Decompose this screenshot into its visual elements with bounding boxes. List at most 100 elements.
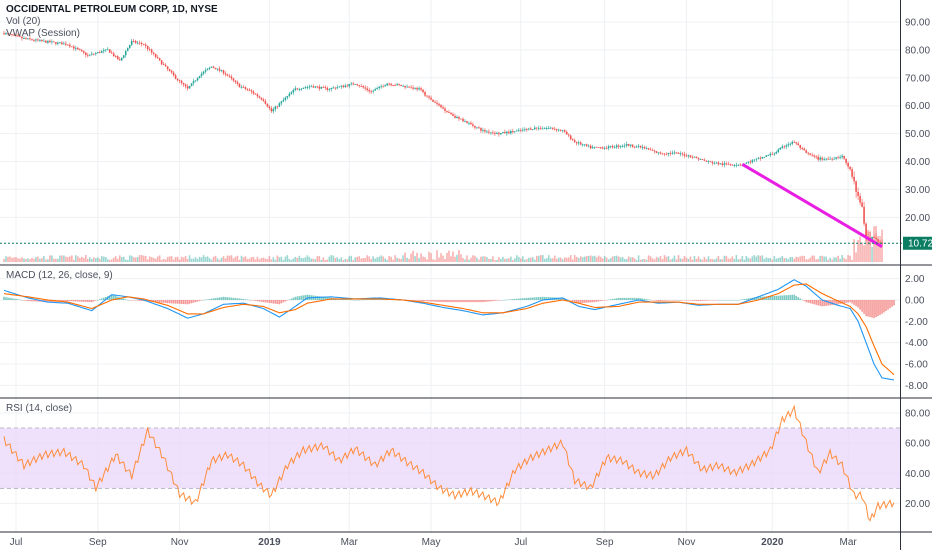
macd-hist-bar <box>709 300 712 301</box>
price-candles <box>3 30 883 246</box>
candle-body <box>637 145 640 147</box>
macd-hist-bar <box>537 297 540 300</box>
macd-hist-bar <box>793 294 796 300</box>
candle-body <box>376 88 378 90</box>
macd-hist-bar <box>168 300 171 304</box>
volume-bar <box>809 257 811 262</box>
volume-bar <box>645 259 648 262</box>
macd-hist-bar <box>92 300 95 302</box>
candle-body <box>761 157 764 159</box>
macd-hist-bar <box>857 300 859 308</box>
candle-body <box>685 155 688 157</box>
volume-bar <box>751 256 754 262</box>
volume-bar <box>653 259 656 262</box>
macd-hist-bar <box>524 298 526 300</box>
macd-hist-bar <box>252 300 255 301</box>
volume-bar <box>236 255 239 262</box>
volume-bar <box>136 256 139 262</box>
volume-bars <box>3 225 883 262</box>
volume-bar <box>725 255 728 262</box>
macd-hist-bar <box>595 300 598 302</box>
volume-bar <box>63 255 65 262</box>
macd-hist-bar <box>214 298 217 300</box>
candle-body <box>815 156 817 158</box>
volume-bar <box>302 258 305 262</box>
volume-bar <box>468 259 470 262</box>
candle-body <box>478 127 480 129</box>
volume-bar <box>867 229 869 262</box>
candle-body <box>236 81 239 84</box>
macd-hist-bar <box>641 298 644 300</box>
candle-body <box>108 49 111 53</box>
candle-body <box>268 106 271 109</box>
y-tick-label: -2.00 <box>905 317 928 328</box>
macd-hist-bar <box>194 300 197 303</box>
macd-hist-bar <box>226 297 229 300</box>
candle-body <box>484 130 486 132</box>
macd-hist-bar <box>31 300 33 302</box>
candle-body <box>258 96 261 98</box>
candle-body <box>695 156 698 159</box>
macd-hist-bar <box>869 300 871 318</box>
candle-body <box>567 134 570 136</box>
y-tick-label: 2.00 <box>905 274 925 285</box>
macd-hist-bar <box>514 298 516 300</box>
volume-bar <box>841 255 843 262</box>
candle-body <box>619 146 622 147</box>
macd-hist-bar <box>218 297 221 300</box>
candle-body <box>390 83 392 86</box>
macd-hist-bar <box>288 299 291 301</box>
volume-bar <box>144 256 147 262</box>
volume-bar <box>370 259 372 262</box>
y-tick-label: 80.00 <box>905 409 930 420</box>
volume-bar <box>567 257 570 262</box>
candle-body <box>534 127 536 130</box>
volume-bar <box>100 256 103 262</box>
volume-bar <box>526 259 528 262</box>
macd-hist-bar <box>681 300 684 301</box>
macd-hist-bar <box>633 297 636 300</box>
volume-bar <box>643 258 646 262</box>
macd-hist-bar <box>545 297 548 300</box>
macd-hist-bar <box>15 298 17 300</box>
macd-hist-bar <box>873 300 875 319</box>
candle-body <box>823 159 825 160</box>
macd-hist-bar <box>240 298 243 300</box>
macd-hist-bar <box>13 298 15 300</box>
volume-bar <box>406 257 408 262</box>
volume-bar <box>380 255 382 262</box>
macd-hist-bar <box>83 300 85 302</box>
volume-bar <box>69 256 71 262</box>
volume-bar <box>705 259 708 262</box>
volume-bar <box>374 258 376 262</box>
macd-hist-bar <box>460 300 462 303</box>
macd-hist-bar <box>33 300 35 302</box>
macd-hist-bar <box>468 300 470 303</box>
volume-bar <box>310 258 313 262</box>
volume-bar <box>102 256 105 262</box>
volume-bar <box>685 257 688 262</box>
vwap-indicator-label: VWAP (Session) <box>6 28 80 39</box>
candle-body <box>881 242 883 245</box>
y-tick-label: 40.00 <box>905 157 930 168</box>
candle-body <box>665 153 668 155</box>
candle-body <box>342 85 345 87</box>
macd-hist-bar <box>559 297 562 300</box>
trendline[interactable] <box>741 163 883 248</box>
macd-hist-bar <box>326 297 329 300</box>
candle-body <box>629 144 632 146</box>
candle-body <box>494 132 496 134</box>
candle-body <box>579 142 582 145</box>
candle-body <box>65 43 67 45</box>
macd-hist-bar <box>254 300 257 301</box>
x-axis-labels: Jul Sep Nov 2019 Mar May Jul Sep Nov 2020 Mar <box>10 537 858 548</box>
candle-body <box>190 83 193 87</box>
candle-body <box>270 108 273 112</box>
candle-body <box>420 88 422 90</box>
candle-body <box>75 47 77 49</box>
macd-hist-bar <box>67 300 69 302</box>
candle-body <box>87 55 89 56</box>
macd-hist-bar <box>344 299 347 300</box>
macd-hist-bar <box>783 295 786 300</box>
volume-bar <box>563 257 566 262</box>
